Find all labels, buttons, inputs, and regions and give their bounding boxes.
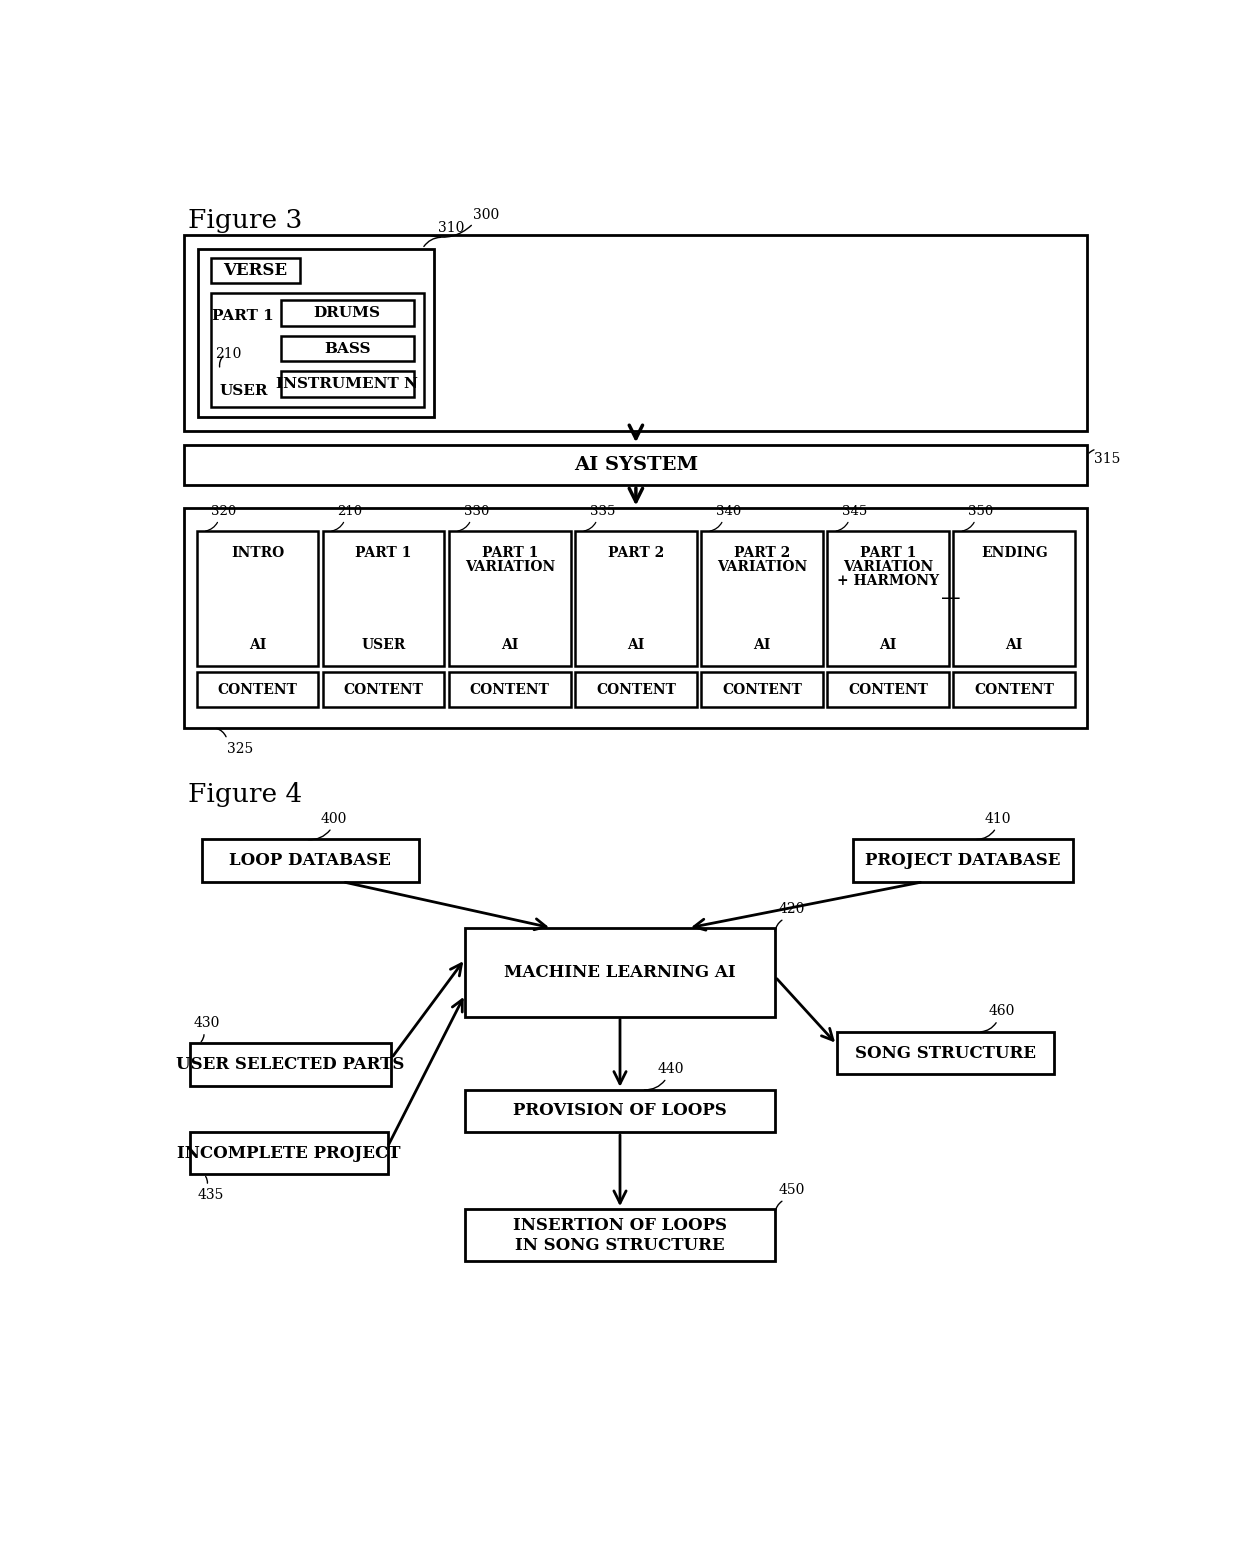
Bar	[190, 1043, 392, 1086]
Bar	[575, 532, 697, 666]
Text: PART 2: PART 2	[608, 546, 663, 559]
Bar	[185, 509, 1087, 727]
Bar	[280, 336, 414, 361]
Text: AI: AI	[1006, 638, 1023, 652]
Text: AI: AI	[754, 638, 771, 652]
Text: 400: 400	[321, 812, 347, 826]
Text: PART 1: PART 1	[481, 546, 538, 559]
Text: 450: 450	[779, 1183, 805, 1197]
Text: PART 1: PART 1	[356, 546, 412, 559]
Bar	[201, 840, 419, 881]
Text: VARIATION: VARIATION	[465, 559, 556, 573]
Text: 320: 320	[212, 504, 237, 518]
Text: 460: 460	[990, 1005, 1016, 1019]
Text: —: —	[941, 589, 961, 609]
Bar	[322, 532, 444, 666]
Bar	[211, 257, 300, 284]
Text: USER: USER	[362, 638, 405, 652]
Text: PROJECT DATABASE: PROJECT DATABASE	[866, 852, 1060, 869]
Bar	[465, 1210, 775, 1262]
Bar	[322, 672, 444, 707]
Text: CONTENT: CONTENT	[722, 683, 802, 697]
Text: 330: 330	[464, 504, 489, 518]
Text: PART 1: PART 1	[859, 546, 916, 559]
Text: 210: 210	[215, 347, 241, 361]
Bar	[954, 532, 1075, 666]
Text: 350: 350	[968, 504, 993, 518]
Bar	[280, 300, 414, 325]
Text: 325: 325	[227, 741, 253, 755]
Text: 410: 410	[985, 812, 1012, 826]
Bar	[280, 371, 414, 396]
Bar	[702, 672, 822, 707]
Text: 435: 435	[197, 1188, 224, 1202]
Bar	[465, 928, 775, 1017]
Bar	[837, 1032, 1054, 1074]
Bar	[827, 532, 949, 666]
Bar	[575, 672, 697, 707]
Bar	[197, 248, 434, 416]
Text: CONTENT: CONTENT	[596, 683, 676, 697]
Text: VARIATION: VARIATION	[717, 559, 807, 573]
Text: 340: 340	[715, 504, 742, 518]
Bar	[185, 234, 1087, 431]
Bar	[449, 532, 570, 666]
Text: VERSE: VERSE	[223, 262, 288, 279]
Bar	[827, 672, 949, 707]
Bar	[197, 532, 319, 666]
Bar	[954, 672, 1075, 707]
Text: MACHINE LEARNING AI: MACHINE LEARNING AI	[505, 963, 735, 980]
Text: INSERTION OF LOOPS
IN SONG STRUCTURE: INSERTION OF LOOPS IN SONG STRUCTURE	[513, 1217, 727, 1253]
Text: AI SYSTEM: AI SYSTEM	[574, 456, 698, 475]
Text: ENDING: ENDING	[981, 546, 1048, 559]
Text: 440: 440	[657, 1062, 683, 1076]
Text: AI: AI	[627, 638, 645, 652]
Text: Figure 3: Figure 3	[187, 208, 301, 233]
Text: PART 2: PART 2	[734, 546, 790, 559]
Text: LOOP DATABASE: LOOP DATABASE	[229, 852, 391, 869]
Bar	[197, 672, 319, 707]
Text: 420: 420	[779, 903, 805, 917]
Text: PROVISION OF LOOPS: PROVISION OF LOOPS	[513, 1102, 727, 1119]
Text: CONTENT: CONTENT	[218, 683, 298, 697]
Text: PART 1: PART 1	[212, 308, 274, 322]
Bar	[185, 445, 1087, 485]
Text: CONTENT: CONTENT	[848, 683, 928, 697]
Text: 310: 310	[438, 220, 464, 234]
Text: INCOMPLETE PROJECT: INCOMPLETE PROJECT	[177, 1145, 401, 1162]
Bar	[211, 293, 424, 407]
Text: CONTENT: CONTENT	[470, 683, 549, 697]
Text: AI: AI	[501, 638, 518, 652]
Text: DRUMS: DRUMS	[314, 307, 381, 321]
Bar	[190, 1133, 387, 1174]
Text: 430: 430	[193, 1016, 221, 1029]
Bar	[465, 1089, 775, 1133]
Text: INSTRUMENT N: INSTRUMENT N	[277, 378, 418, 391]
Bar	[702, 532, 822, 666]
Text: Figure 4: Figure 4	[187, 781, 301, 806]
Text: AI: AI	[879, 638, 897, 652]
Text: INTRO: INTRO	[231, 546, 284, 559]
Text: + HARMONY: + HARMONY	[837, 573, 939, 587]
Text: CONTENT: CONTENT	[343, 683, 424, 697]
Text: 315: 315	[1094, 452, 1120, 465]
Text: 210: 210	[337, 504, 362, 518]
Bar	[449, 672, 570, 707]
Text: 335: 335	[590, 504, 615, 518]
Text: 345: 345	[842, 504, 867, 518]
Text: 300: 300	[474, 208, 500, 222]
Text: USER SELECTED PARTS: USER SELECTED PARTS	[176, 1056, 404, 1073]
Bar	[853, 840, 1074, 881]
Text: AI: AI	[249, 638, 267, 652]
Text: USER: USER	[219, 384, 268, 398]
Text: SONG STRUCTURE: SONG STRUCTURE	[856, 1045, 1035, 1062]
Text: CONTENT: CONTENT	[975, 683, 1054, 697]
Text: VARIATION: VARIATION	[843, 559, 934, 573]
Text: BASS: BASS	[324, 342, 371, 356]
